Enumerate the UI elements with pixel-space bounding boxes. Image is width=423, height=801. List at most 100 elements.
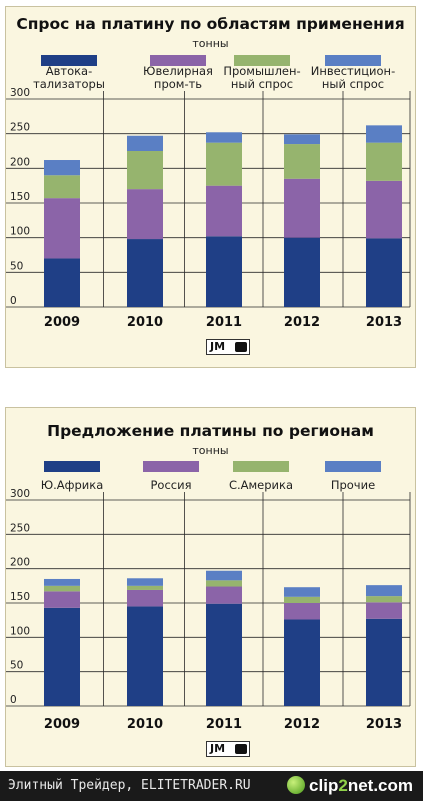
jm-logo: JM (206, 741, 250, 757)
bar-segment (44, 591, 80, 608)
jm-logo: JM (206, 339, 250, 355)
legend-label: Ювелирная пром-ть (143, 64, 213, 91)
bar-segment (206, 185, 242, 237)
bar-segment (127, 606, 163, 706)
bar-segment (366, 180, 402, 239)
x-tick-label: 2013 (366, 315, 402, 330)
clip2net-brand[interactable]: clip2net.com (287, 774, 413, 798)
x-tick-label: 2012 (284, 717, 320, 732)
bar-segment (366, 596, 402, 603)
y-tick-label: 0 (10, 694, 17, 706)
bar-segment (44, 258, 80, 307)
brand-part: clip (309, 776, 339, 795)
bar-segment (127, 151, 163, 190)
y-tick-label: 200 (10, 156, 30, 168)
y-tick-label: 150 (10, 591, 30, 603)
bar-segment (284, 596, 320, 603)
bar-segment (44, 607, 80, 706)
bar-segment (127, 239, 163, 307)
legend-swatch (150, 55, 206, 66)
bar-segment (127, 135, 163, 151)
bar-segment (284, 144, 320, 179)
logo-text: JM (210, 340, 226, 353)
bar-segment (284, 619, 320, 706)
y-tick-label: 50 (10, 660, 23, 672)
y-tick-label: 150 (10, 191, 30, 203)
bar-segment (366, 238, 402, 307)
y-tick-label: 100 (10, 625, 30, 637)
y-tick-label: 250 (10, 122, 30, 134)
bar-segment (44, 160, 80, 176)
chart-panel-supply: Предложение платины по регионам тонны Ю.… (5, 407, 416, 767)
brand-part: 2 (338, 776, 348, 795)
bar-segment (366, 585, 402, 597)
legend-label: С.Америка (229, 478, 293, 492)
x-tick-label: 2010 (127, 315, 163, 330)
legend-label: Инвестицион-ный спрос (311, 64, 395, 91)
legend-swatch (325, 461, 381, 472)
supply-chart: Ю.Африка Россия С.Америка Прочие 0 50 100 150 20… (6, 461, 411, 732)
bar-segment (44, 175, 80, 199)
brand-part: net.com (347, 776, 413, 795)
bar-segment (366, 125, 402, 143)
x-tick-label: 2009 (44, 717, 80, 732)
bar-segment (206, 580, 242, 587)
bar-segment (284, 178, 320, 238)
legend-swatch (325, 55, 381, 66)
x-tick-label: 2009 (44, 315, 80, 330)
bar-segment (284, 587, 320, 597)
bar-segment (366, 142, 402, 181)
y-tick-label: 250 (10, 522, 30, 534)
logo-text: JM (210, 742, 226, 755)
legend-label: Ю.Африка (41, 478, 104, 492)
chart-subtitle: тонны (192, 37, 229, 50)
legend-swatch (41, 55, 97, 66)
x-tick-label: 2011 (206, 717, 242, 732)
y-tick-label: 0 (10, 295, 17, 307)
logo-mark-icon (235, 744, 247, 754)
bar-segment (44, 585, 80, 592)
bar-segment (206, 570, 242, 581)
legend-swatch (234, 55, 290, 66)
y-tick-label: 300 (10, 488, 30, 500)
legend-label: Автока-тализаторы (33, 64, 105, 91)
logo-mark-icon (235, 342, 247, 352)
legend-label: Промышлен-ный спрос (223, 64, 300, 91)
legend-label: Россия (150, 478, 191, 492)
bar-segment (206, 236, 242, 307)
y-tick-label: 100 (10, 226, 30, 238)
bar-segment (284, 237, 320, 307)
legend-swatch (44, 461, 100, 472)
y-tick-label: 300 (10, 87, 30, 99)
legend-label: Прочие (331, 478, 375, 492)
bar-segment (284, 134, 320, 145)
legend-swatch (233, 461, 289, 472)
clip2net-ball-icon (287, 776, 306, 794)
bar-segment (206, 586, 242, 604)
footer-text: Элитный Трейдер, ELITETRADER.RU (8, 778, 251, 793)
bar-segment (127, 578, 163, 586)
bar-segment (44, 198, 80, 259)
bar-segment (127, 189, 163, 240)
y-tick-label: 200 (10, 557, 30, 569)
x-tick-label: 2012 (284, 315, 320, 330)
x-tick-label: 2013 (366, 717, 402, 732)
bar-segment (206, 132, 242, 143)
bar-segment (206, 603, 242, 706)
bar-segment (206, 142, 242, 186)
bar-segment (366, 618, 402, 706)
chart-title: Предложение платины по регионам (47, 422, 374, 440)
legend-swatch (143, 461, 199, 472)
chart-panel-demand: Спрос на платину по областям применения … (5, 6, 416, 368)
y-tick-label: 50 (10, 260, 23, 272)
x-tick-label: 2010 (127, 717, 163, 732)
chart-title: Спрос на платину по областям применения (16, 15, 405, 33)
bar-segment (366, 602, 402, 619)
x-tick-label: 2011 (206, 315, 242, 330)
chart-subtitle: тонны (192, 444, 229, 457)
bar-segment (284, 603, 320, 620)
demand-chart: Автока-тализаторы Ювелирная пром-ть Промышл… (6, 55, 411, 330)
bar-segment (127, 589, 163, 607)
bar-segment (44, 578, 80, 586)
bar-segment (127, 585, 163, 590)
